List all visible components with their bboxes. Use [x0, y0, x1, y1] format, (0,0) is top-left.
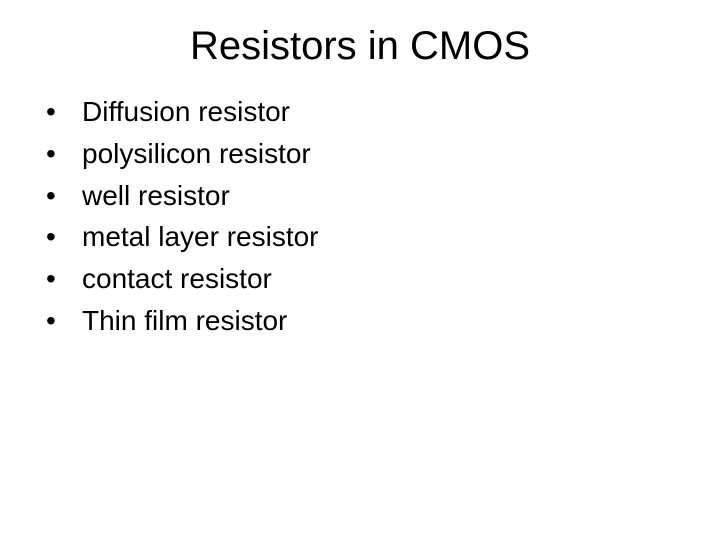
bullet-icon: • [46, 302, 82, 340]
list-item: • metal layer resistor [46, 218, 680, 256]
bullet-text: contact resistor [82, 260, 680, 298]
slide-content: • Diffusion resistor • polysilicon resis… [0, 93, 720, 340]
list-item: • contact resistor [46, 260, 680, 298]
bullet-icon: • [46, 93, 82, 131]
list-item: • well resistor [46, 177, 680, 215]
slide-title: Resistors in CMOS [0, 0, 720, 93]
bullet-icon: • [46, 177, 82, 215]
bullet-text: metal layer resistor [82, 218, 680, 256]
bullet-icon: • [46, 135, 82, 173]
list-item: • polysilicon resistor [46, 135, 680, 173]
bullet-text: Diffusion resistor [82, 93, 680, 131]
bullet-icon: • [46, 260, 82, 298]
bullet-text: Thin film resistor [82, 302, 680, 340]
bullet-icon: • [46, 218, 82, 256]
list-item: • Thin film resistor [46, 302, 680, 340]
bullet-text: polysilicon resistor [82, 135, 680, 173]
list-item: • Diffusion resistor [46, 93, 680, 131]
bullet-text: well resistor [82, 177, 680, 215]
slide-container: Resistors in CMOS • Diffusion resistor •… [0, 0, 720, 540]
